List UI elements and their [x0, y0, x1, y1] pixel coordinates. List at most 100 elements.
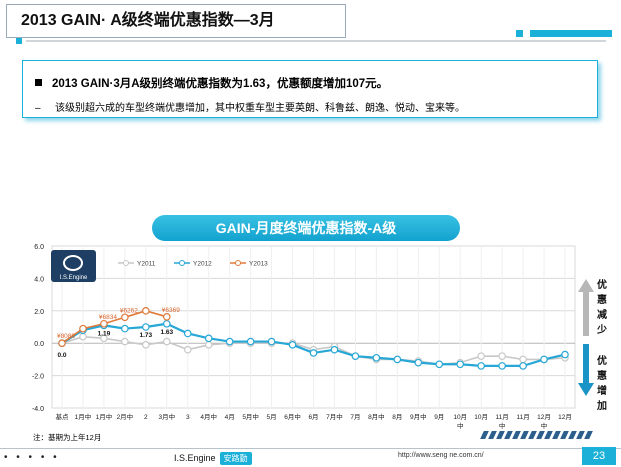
- series-point-y2013: [100, 319, 108, 328]
- series-point-y2011: [477, 352, 485, 360]
- x-tick-label: 7月中: [326, 412, 343, 421]
- footnote: 注：基期为上年12月: [33, 433, 102, 442]
- series-point-y2013: [142, 307, 150, 315]
- footer-divider: [0, 448, 621, 449]
- series-point-y2012: [498, 362, 506, 370]
- series-point-y2012: [330, 345, 339, 354]
- legend-marker-y2012: [179, 260, 185, 266]
- x-tick-label: 7月: [350, 413, 360, 421]
- series-point-y2012: [414, 358, 423, 367]
- data-label: ¥6834: [99, 314, 117, 321]
- x-tick-label: 3: [186, 414, 190, 421]
- x-tick-label: 10月中: [453, 413, 467, 430]
- header-accent-square: [16, 38, 22, 44]
- x-tick-label: 5月: [267, 413, 277, 421]
- dash-icon: –: [35, 103, 41, 114]
- x-tick-label: 4月中: [200, 412, 217, 421]
- logo-emblem-icon: [63, 255, 83, 271]
- decorative-stripes: [480, 431, 612, 439]
- series-point-y2012: [246, 337, 255, 346]
- logo-badge: [51, 250, 96, 282]
- data-label: ¥8088: [57, 333, 75, 340]
- series-point-y2012: [456, 360, 465, 369]
- series-point-y2012: [267, 337, 276, 346]
- header-accent-bar: [530, 30, 612, 37]
- x-tick-label: 1月中: [96, 412, 113, 421]
- chart-axes: -4.0 -2.0 0.0 2.0 4.0 6.0 基点 1月中 1月中 2月中 2 3月中 3 4月中 4…: [32, 244, 572, 430]
- series-point-y2011: [162, 337, 171, 346]
- x-tick-label: 2: [144, 414, 148, 421]
- x-tick-label: 3月中: [158, 412, 175, 421]
- legend-label: Y2011: [137, 261, 156, 268]
- chart-data-labels: ¥8088 ¥6834¥6262 ¥6369 0.0 1.19 1.73 1.63: [57, 307, 180, 359]
- y-tick-label: -4.0: [32, 406, 44, 413]
- series-point-y2013: [58, 339, 66, 348]
- side-label-up: 优惠减少: [596, 278, 607, 336]
- footer-url[interactable]: http://www.seng ne.com.cn/: [398, 452, 484, 459]
- series-point-y2013: [121, 313, 129, 322]
- data-label: ¥6262: [120, 307, 138, 314]
- series-point-y2012: [225, 337, 234, 346]
- x-tick-label: 1月中: [75, 412, 92, 421]
- logo-text: I.S.Engine: [60, 275, 88, 281]
- y-tick-label: 2.0: [34, 309, 44, 316]
- chart-legend: Y2011 Y2012 Y2013: [118, 260, 268, 268]
- footer-logo: I.S.Engine 安路勤: [174, 452, 252, 465]
- x-tick-label: 9月中: [410, 412, 427, 421]
- x-tick-label: 2月中: [117, 412, 134, 421]
- footer-logo-text: I.S.Engine: [174, 453, 216, 463]
- summary-main-text: 2013 GAIN·3月A级别终端优惠指数为1.63，优惠额度增加107元。: [52, 78, 389, 90]
- footer-dots: • • • • •: [4, 452, 60, 463]
- chart-series: [58, 307, 569, 370]
- legend-label: Y2013: [249, 261, 268, 268]
- x-tick-label: 11月: [516, 413, 529, 421]
- series-point-y2012: [204, 334, 213, 343]
- summary-sub-text: 该级别超六成的车型终端优惠增加，其中权重车型主要英朗、科鲁兹、朗逸、悦动、宝来等…: [55, 103, 465, 114]
- series-point-y2012: [540, 355, 548, 364]
- series-point-y2012: [121, 324, 129, 333]
- series-point-y2011: [142, 341, 150, 349]
- series-point-y2012: [162, 319, 171, 328]
- arrow-up-icon: [578, 279, 594, 336]
- series-point-y2012: [561, 350, 569, 359]
- summary-sub-line: – 该级别超六成的车型终端优惠增加，其中权重车型主要英朗、科鲁兹、朗逸、悦动、宝来…: [35, 99, 465, 114]
- x-tick-label: 9月: [434, 413, 444, 421]
- data-label: 1.19: [98, 330, 111, 337]
- series-point-y2013: [162, 312, 171, 321]
- series-point-y2011: [204, 341, 213, 349]
- x-tick-label: 4月: [225, 413, 235, 421]
- series-point-y2012: [393, 355, 402, 364]
- x-tick-label: 5月中: [242, 412, 259, 421]
- series-point-y2012: [142, 323, 150, 331]
- series-point-y2011: [519, 355, 527, 364]
- series-point-y2011: [183, 345, 192, 354]
- series-point-y2012: [435, 360, 444, 369]
- x-tick-label: 6月: [308, 413, 318, 421]
- series-point-y2012: [309, 349, 318, 357]
- y-tick-label: 0.0: [34, 341, 44, 348]
- series-point-y2012: [477, 362, 485, 370]
- y-tick-label: 6.0: [34, 244, 44, 251]
- legend-marker-y2013: [235, 260, 241, 266]
- series-point-y2013: [79, 324, 87, 333]
- chart-grid: [51, 245, 576, 409]
- series-point-y2012: [288, 341, 297, 349]
- data-label: 1.73: [140, 332, 153, 339]
- footer-badge: 安路勤: [219, 452, 252, 465]
- arrow-down-icon: [578, 344, 594, 396]
- summary-box: 2013 GAIN·3月A级别终端优惠指数为1.63，优惠额度增加107元。 –…: [22, 60, 598, 118]
- x-tick-label: 8月中: [368, 412, 385, 421]
- bullet-square-icon: [35, 79, 42, 86]
- x-tick-label: 8月: [392, 413, 402, 421]
- series-point-y2012: [372, 353, 381, 362]
- x-tick-label: 6月中: [284, 412, 301, 421]
- x-tick-label: 基点: [56, 412, 70, 421]
- x-tick-label: 12月: [558, 413, 572, 421]
- series-point-y2012: [183, 329, 192, 338]
- summary-main-line: 2013 GAIN·3月A级别终端优惠指数为1.63，优惠额度增加107元。: [35, 75, 388, 91]
- header-divider: [26, 40, 606, 42]
- series-point-y2012: [351, 352, 360, 360]
- y-tick-label: 4.0: [34, 276, 44, 283]
- data-label: 1.63: [160, 329, 173, 336]
